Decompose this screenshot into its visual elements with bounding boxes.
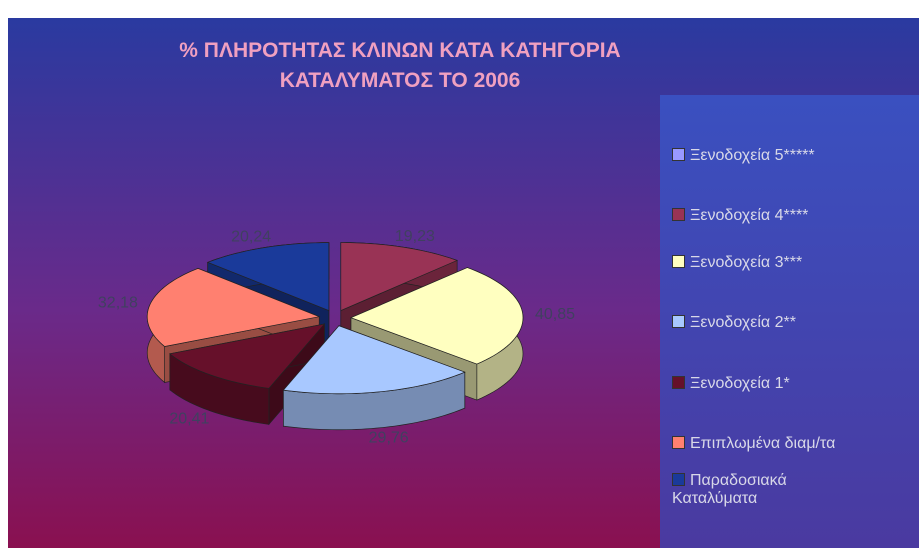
slice [282, 324, 466, 431]
slice [169, 323, 326, 426]
legend-swatch [672, 208, 685, 221]
slice-top [146, 268, 321, 347]
slice-top [340, 242, 459, 312]
legend-label: Ξενοδοχεία 1* [690, 375, 790, 392]
pie [146, 242, 524, 431]
legend-swatch [672, 148, 685, 161]
legend-entry: Ξενοδοχεία 2** [672, 314, 919, 332]
legend-box [660, 95, 919, 548]
data-label: 19,23 [395, 228, 435, 245]
legend-label: Ξενοδοχεία 2** [690, 314, 796, 331]
slice-top [282, 325, 466, 395]
legend-swatch [672, 473, 685, 486]
data-label: 29,76 [369, 430, 409, 447]
legend-label: Επιπλωμένα διαμ/τα [690, 435, 836, 452]
legend-entry: Παραδοσιακά Καταλύματα [672, 472, 872, 508]
data-label: 32,18 [98, 295, 138, 312]
legend-swatch [672, 315, 685, 328]
legend-entry: Ξενοδοχεία 1* [672, 375, 919, 393]
data-label: 20,24 [231, 229, 271, 246]
slice-top [169, 323, 326, 389]
chart-title: % ΠΛΗΡΟΤΗΤΑΣ ΚΛΙΝΩΝ ΚΑΤΑ ΚΑΤΗΓΟΡΙΑ ΚΑΤΑΛ… [179, 39, 621, 92]
legend-entry: Ξενοδοχεία 5***** [672, 147, 919, 165]
slice-top [350, 267, 524, 365]
legend-entry: Ξενοδοχεία 4**** [672, 207, 919, 225]
legend-swatch [672, 376, 685, 389]
legend-entry: Επιπλωμένα διαμ/τα [672, 435, 919, 453]
legend-label: Παραδοσιακά Καταλύματα [672, 472, 787, 507]
legend-entry: Ξενοδοχεία 3*** [672, 254, 919, 272]
legend-swatch [672, 436, 685, 449]
legend-label: Ξενοδοχεία 4**** [690, 207, 809, 224]
slice-top [206, 242, 330, 312]
legend-swatch [672, 255, 685, 268]
legend-label: Ξενοδοχεία 3*** [690, 254, 803, 271]
data-label: 40,85 [535, 306, 575, 323]
legend-label: Ξενοδοχεία 5***** [690, 147, 815, 164]
data-label: 20,41 [169, 411, 209, 428]
